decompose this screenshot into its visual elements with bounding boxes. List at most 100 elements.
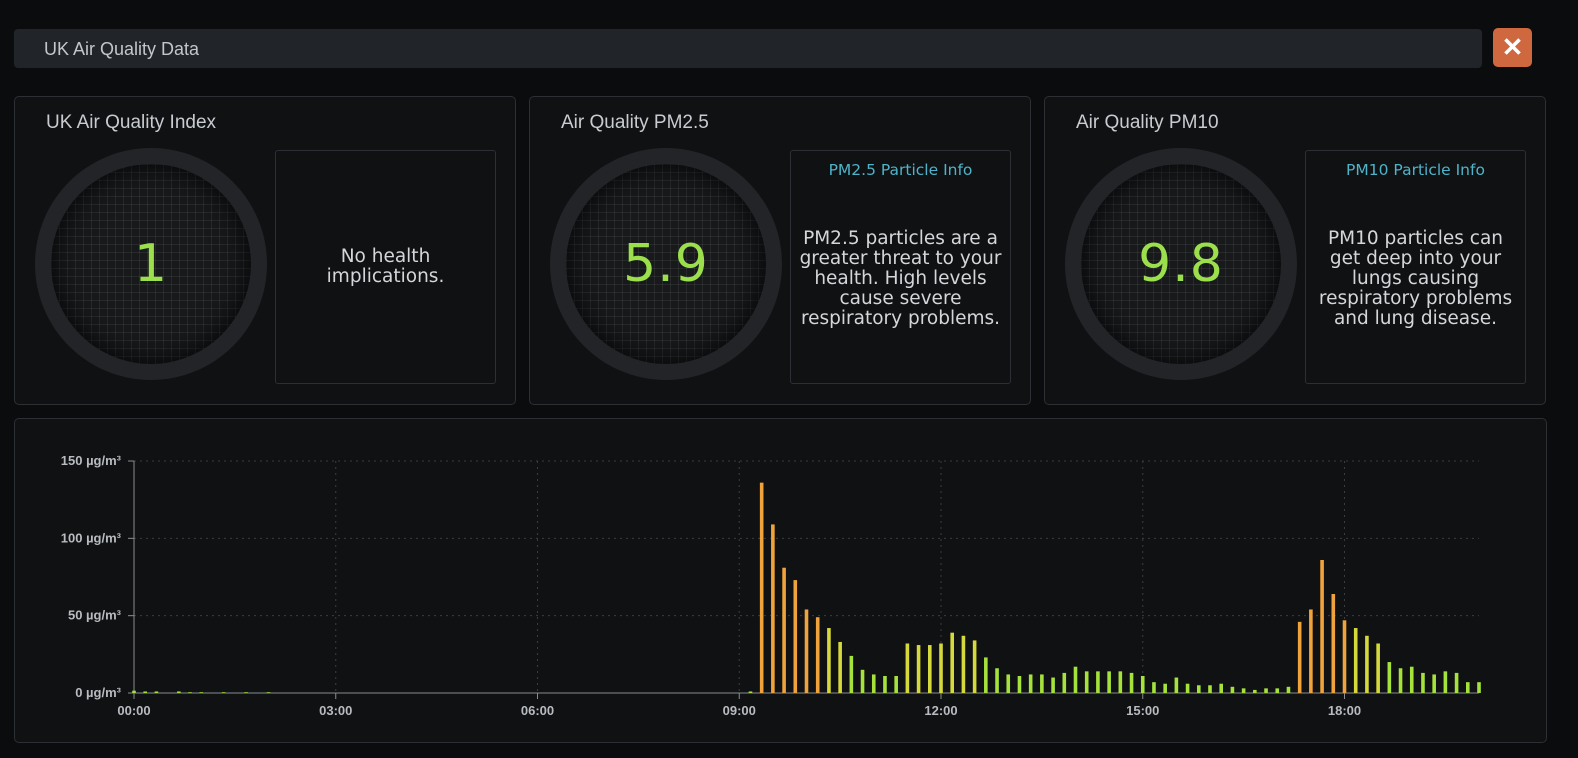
chart-bar — [1365, 635, 1369, 693]
chart-bar — [894, 675, 898, 693]
chart-bar — [1421, 672, 1425, 693]
chart-bar — [1331, 594, 1336, 693]
chart-bar — [793, 580, 798, 693]
chart-bar — [916, 645, 921, 693]
chart-bar — [771, 524, 775, 693]
pm25-info-box: PM2.5 Particle Info PM2.5 particles are … — [790, 150, 1011, 384]
aqi-value: 1 — [133, 234, 169, 294]
chart-bar — [1443, 671, 1448, 693]
card-title: UK Air Quality Index — [46, 112, 217, 133]
chart-bar — [1163, 683, 1167, 693]
x-tick-label: 00:00 — [117, 703, 150, 718]
chart-bar — [1208, 685, 1212, 693]
x-tick-label: 18:00 — [1328, 703, 1361, 718]
chart-bar — [244, 692, 248, 693]
chart-bar — [1230, 686, 1235, 693]
aqi-info-text: No health implications. — [326, 246, 445, 287]
pm10-info-box: PM10 Particle Info PM10 particles can ge… — [1305, 150, 1526, 384]
chart-bar — [1387, 662, 1392, 693]
gauge-face: 1 — [51, 164, 251, 364]
chart-bar — [1454, 672, 1459, 693]
pm25-card: Air Quality PM2.5 5.9 PM2.5 Particle Inf… — [529, 96, 1031, 405]
chart-bar — [1062, 672, 1067, 693]
y-tick-label: 0 µg/m³ — [75, 685, 121, 700]
chart-bar — [1409, 666, 1414, 693]
pm25-info-text: PM2.5 particles are a greater threat to … — [799, 227, 1002, 329]
chart-bar — [972, 640, 977, 693]
chart-bar — [1465, 682, 1470, 693]
chart-bar — [950, 632, 955, 693]
chart-bar — [1152, 682, 1156, 693]
chart-bar — [1017, 675, 1022, 693]
pollution-bar-chart: 0 µg/m³ 50 µg/m³ 100 µg/m³ 150 µg/m³ 00:00 03… — [61, 453, 1481, 718]
pollution-chart-panel: 0 µg/m³ 50 µg/m³ 100 µg/m³ 150 µg/m³ 00:00 03… — [14, 418, 1547, 743]
chart-bar — [804, 609, 809, 693]
chart-bar — [154, 691, 159, 693]
chart-bar — [1342, 620, 1347, 693]
close-button[interactable]: ✕ — [1493, 28, 1532, 67]
chart-bar — [1140, 675, 1145, 693]
gauge-face: 5.9 — [566, 164, 766, 364]
chart-bar — [939, 643, 943, 693]
chart-bar — [1297, 621, 1302, 693]
pm10-gauge: 9.8 — [1065, 148, 1297, 380]
chart-bar — [199, 692, 204, 693]
chart-bar — [1219, 683, 1224, 693]
chart-bar — [961, 635, 966, 693]
chart-bar — [1264, 688, 1268, 693]
chart-bar — [221, 692, 226, 693]
y-tick-label: 100 µg/m³ — [61, 530, 122, 545]
x-tick-label: 12:00 — [924, 703, 957, 718]
y-tick-label: 150 µg/m³ — [61, 453, 122, 468]
chart-bar — [1353, 628, 1358, 693]
pm10-value: 9.8 — [1138, 234, 1224, 294]
chart-bar — [266, 692, 271, 693]
chart-bar — [927, 645, 932, 693]
aqi-gauge: 1 — [35, 148, 267, 380]
chart-bar — [1028, 674, 1033, 693]
chart-bar — [177, 691, 181, 693]
chart-bar — [748, 691, 753, 693]
chart-bar — [827, 628, 831, 693]
pm10-card: Air Quality PM10 9.8 PM10 Particle Info … — [1044, 96, 1546, 405]
chart-bar — [188, 692, 192, 693]
chart-bar — [782, 567, 786, 693]
chart-bar — [1118, 671, 1123, 693]
chart-bar — [1107, 671, 1111, 693]
chart-bar — [1309, 609, 1313, 693]
chart-bar — [1376, 643, 1380, 693]
card-title: Air Quality PM2.5 — [561, 112, 709, 133]
chart-bar — [871, 674, 876, 693]
chart-bar — [1051, 677, 1055, 693]
close-icon: ✕ — [1501, 32, 1524, 62]
chart-bar — [1129, 672, 1134, 693]
aqi-card: UK Air Quality Index 1 No health implica… — [14, 96, 516, 405]
chart-bar — [1286, 686, 1291, 693]
chart-bar — [132, 690, 136, 693]
x-tick-label: 06:00 — [521, 703, 554, 718]
chart-bar — [838, 641, 842, 693]
chart-bar — [1275, 688, 1280, 693]
aqi-info-box: No health implications. — [275, 150, 496, 384]
chart-bar — [905, 643, 910, 693]
chart-bar — [860, 669, 865, 693]
chart-bar — [1084, 671, 1089, 693]
chart-bar — [1477, 682, 1481, 693]
gauge-face: 9.8 — [1081, 164, 1281, 364]
chart-bar — [1241, 688, 1246, 693]
chart-bar — [1073, 666, 1078, 693]
chart-bar — [1006, 674, 1011, 693]
window-titlebar: UK Air Quality Data — [14, 29, 1482, 68]
chart-bar — [1096, 671, 1100, 693]
x-tick-label: 15:00 — [1126, 703, 1159, 718]
chart-bar — [1174, 677, 1179, 693]
pm25-value: 5.9 — [623, 234, 709, 294]
chart-bar — [1253, 689, 1257, 693]
chart-bar — [815, 617, 820, 693]
card-title: Air Quality PM10 — [1076, 112, 1219, 133]
x-tick-label: 03:00 — [319, 703, 352, 718]
chart-bar — [1196, 685, 1201, 693]
chart-bar — [883, 675, 887, 693]
y-tick-label: 50 µg/m³ — [68, 608, 122, 623]
x-tick-label: 09:00 — [723, 703, 756, 718]
